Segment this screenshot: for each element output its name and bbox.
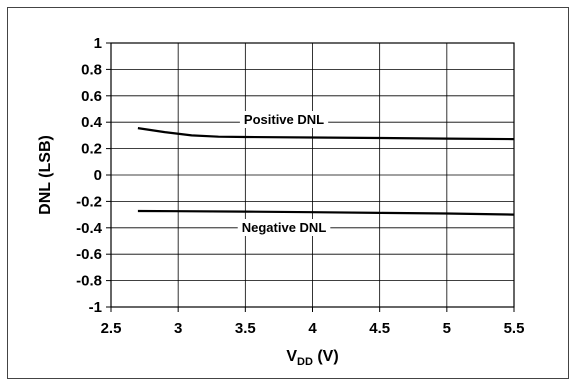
y-tick-label: 0.6 [81, 88, 102, 105]
positive-dnl-line [137, 127, 515, 141]
positive-dnl-label: Positive DNL [244, 112, 324, 127]
y-tick-label: -1 [89, 299, 102, 316]
x-tick-label: 2.5 [101, 320, 122, 337]
x-axis-label-subscript: DD [297, 356, 313, 368]
series-layer [137, 127, 515, 216]
x-axis-label-unit: (V) [313, 348, 339, 365]
x-tick-label: 4.5 [369, 320, 390, 337]
y-tick-label: 0 [94, 167, 102, 184]
y-tick-label: -0.4 [76, 220, 103, 237]
y-tick-label: -0.2 [76, 193, 102, 210]
x-tick-label: 5 [443, 320, 451, 337]
x-axis-label: VDD (V) [286, 348, 338, 368]
y-axis-label: DNL (LSB) [37, 135, 54, 215]
negative-dnl-label-bg [237, 219, 331, 236]
negative-dnl-line [137, 209, 515, 216]
x-tick-labels: 2.5 3 3.5 4 4.5 5 5.5 [101, 320, 525, 337]
x-tick-label: 5.5 [504, 320, 525, 337]
y-tick-label: 1 [94, 35, 102, 52]
plot-border [110, 42, 515, 308]
y-tick-label: -0.6 [76, 246, 102, 263]
x-tick-label: 4 [308, 320, 317, 337]
y-tick-label: 0.8 [81, 61, 102, 78]
x-tick-label: 3.5 [235, 320, 256, 337]
grid [106, 42, 515, 312]
x-axis-label-main: V [286, 348, 297, 365]
y-tick-labels: 1 0.8 0.6 0.4 0.2 0 -0.2 -0.4 -0.6 -0.8 -1 [76, 35, 103, 316]
positive-dnl-label-bg [239, 111, 329, 128]
x-tick-label: 3 [174, 320, 182, 337]
y-tick-label: 0.4 [81, 114, 103, 131]
y-tick-label: 0.2 [81, 141, 102, 158]
y-tick-label: -0.8 [76, 273, 102, 290]
negative-dnl-label: Negative DNL [242, 220, 327, 235]
